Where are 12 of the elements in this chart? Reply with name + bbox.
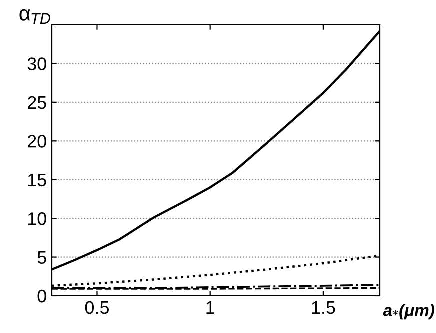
y-tick-label: 25 xyxy=(28,96,46,110)
x-tick-label: 0.5 xyxy=(85,301,110,314)
y-tick-label: 30 xyxy=(28,58,46,70)
x-axis-title: a$_{*}$(μm) xyxy=(383,304,434,320)
y-tick-label: 15 xyxy=(28,174,46,187)
y-axis-title: α$_{TD}$ xyxy=(20,9,51,24)
y-tick-label: 20 xyxy=(28,135,46,148)
y-tick-label: 10 xyxy=(28,212,46,226)
y-tick-label: 0 xyxy=(38,290,46,303)
x-tick-label: 1.5 xyxy=(312,302,336,314)
x-tick-label: 1 xyxy=(206,302,214,314)
y-tick-label: 5 xyxy=(38,251,46,264)
